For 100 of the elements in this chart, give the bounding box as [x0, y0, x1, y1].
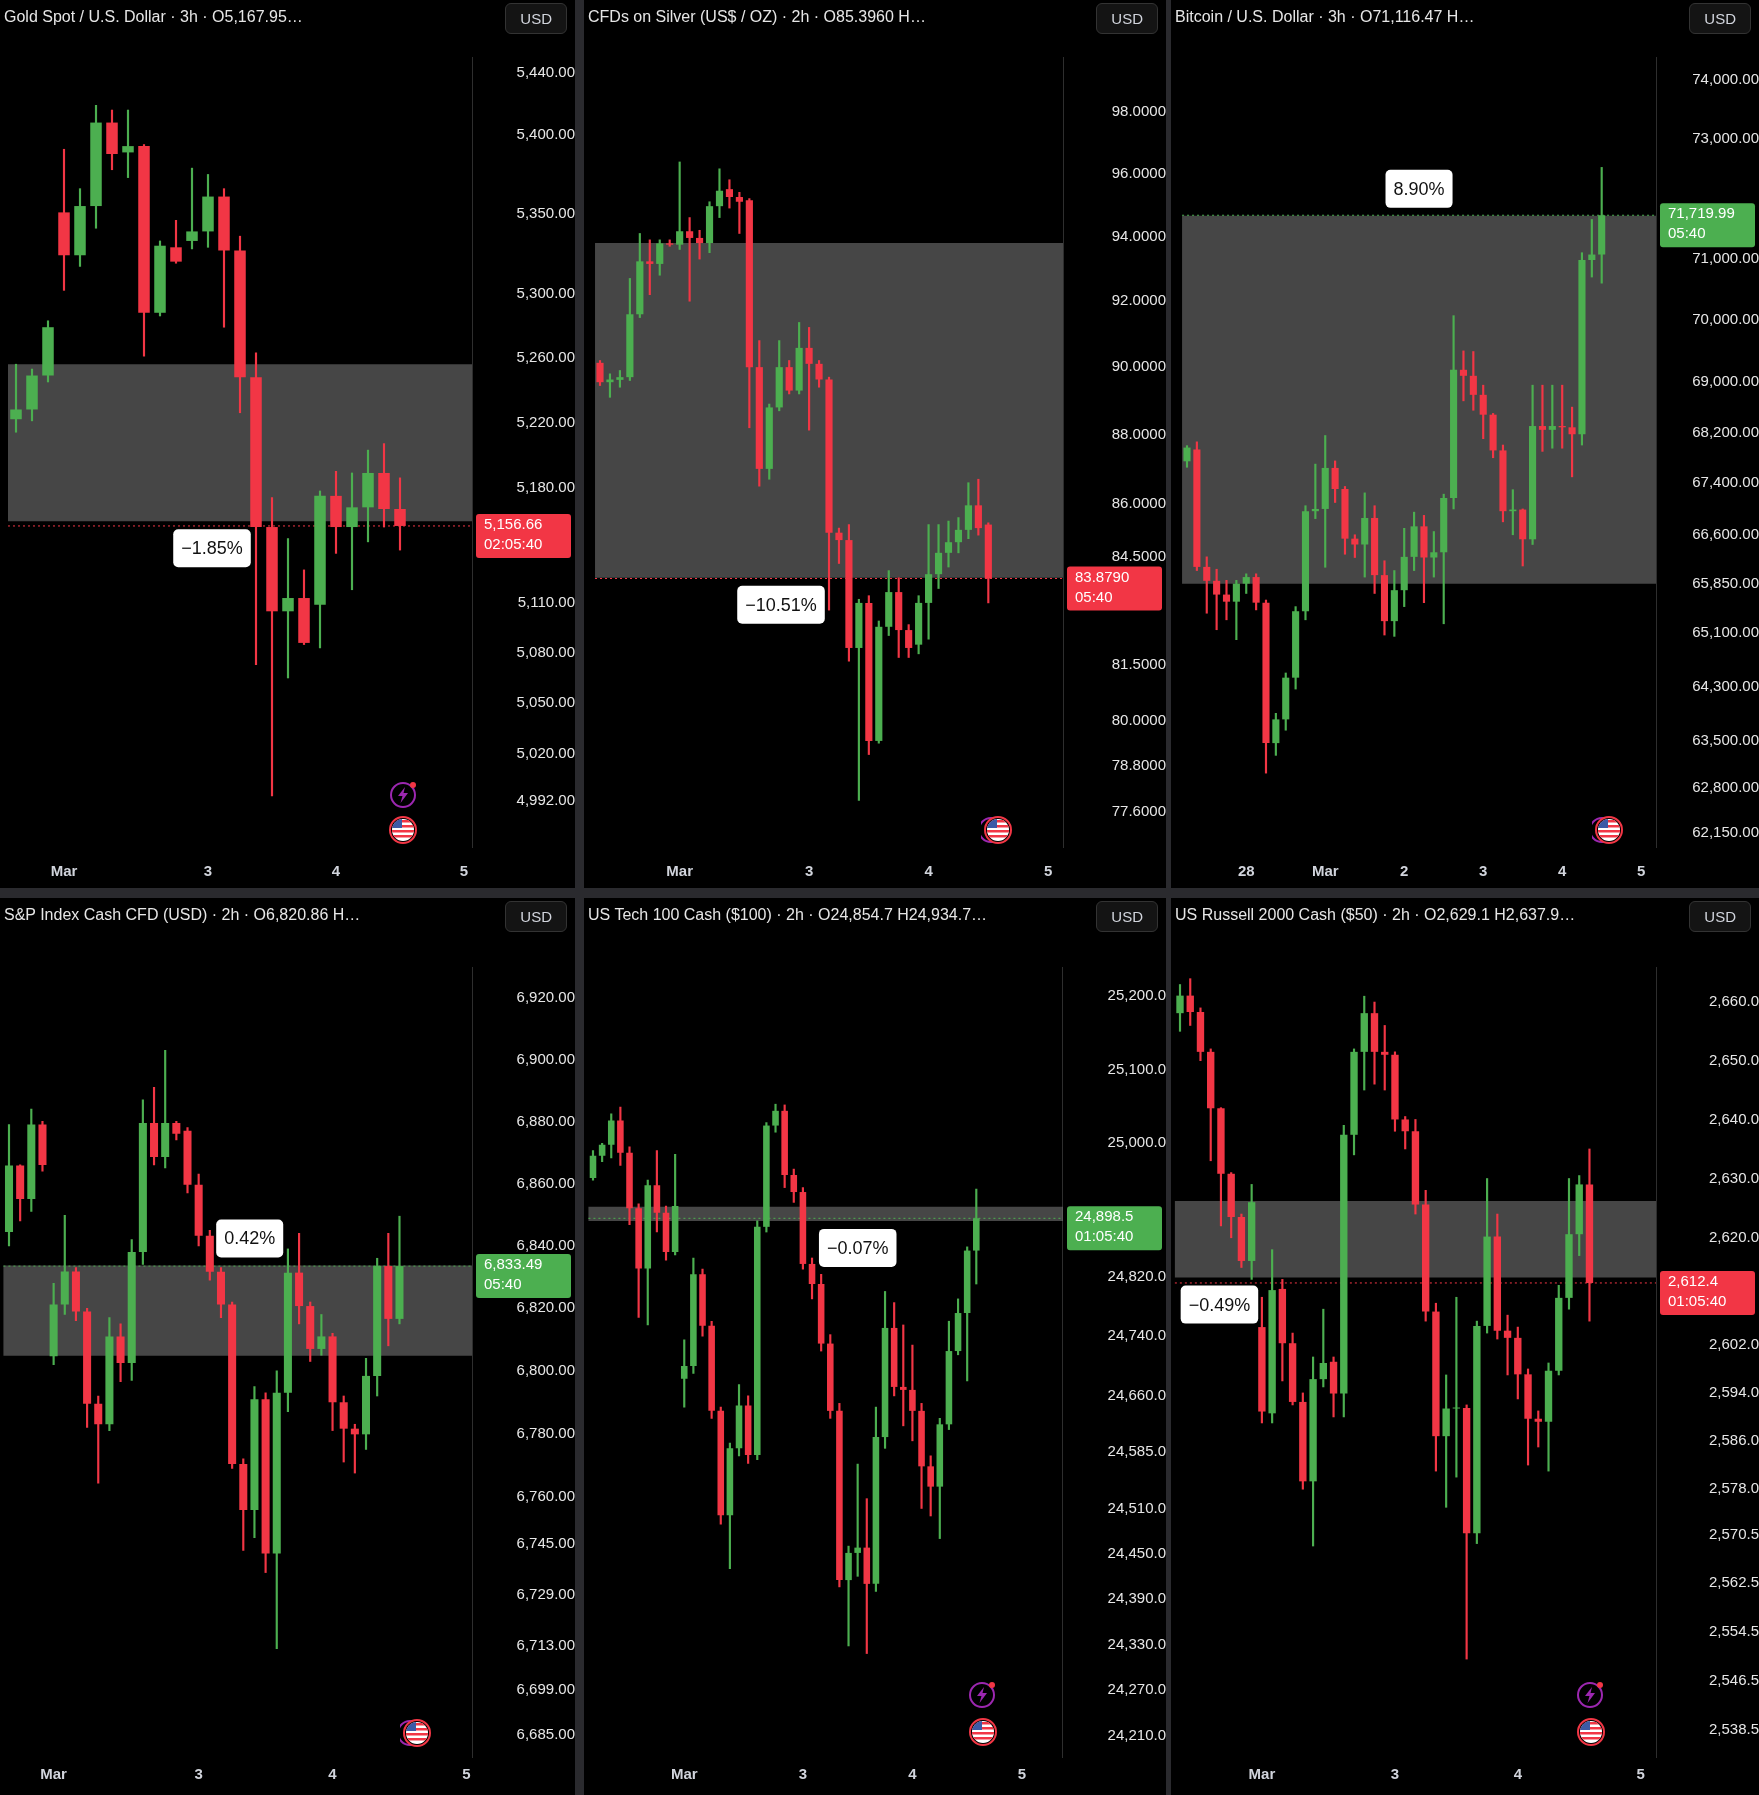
band-label: 0.42%	[224, 1228, 276, 1249]
x-tick-label: Mar	[50, 862, 78, 880]
y-tick-label: 24,585.0	[1107, 1442, 1166, 1460]
ref-line-label: 6,833.49 05:40	[484, 1255, 543, 1293]
chart-title: S&P Index Cash CFD (USD) · 2h · O6,820.86 H…	[4, 906, 361, 924]
y-tick-label: 5,110.00	[517, 593, 575, 611]
x-tick-label: 4	[1513, 1765, 1523, 1783]
y-tick-label: 2,650.0	[1708, 1050, 1759, 1068]
y-tick-label: 6,760.00	[516, 1486, 575, 1504]
band-label: 8.90%	[1393, 178, 1445, 199]
y-tick-label: 90.0000	[1111, 357, 1166, 375]
y-axis-title: USD	[1689, 3, 1751, 34]
chart-title: CFDs on Silver (US$ / OZ) · 2h · O85.3960 H…	[588, 8, 926, 26]
y-tick-label: 65,850.00	[1692, 573, 1759, 591]
y-tick-label: 5,260.00	[516, 347, 575, 365]
x-tick-label: 5	[1636, 1765, 1645, 1783]
y-tick-label: 78.8000	[1111, 756, 1166, 774]
y-tick-label: 24,270.0	[1107, 1680, 1166, 1698]
band-label: −1.85%	[181, 538, 243, 559]
x-tick-label: 5	[1017, 1765, 1027, 1783]
candlestick	[1459, 350, 1468, 402]
chart-title: US Russell 2000 Cash ($50) · 2h · O2,629.1 H2,637.9…	[1175, 906, 1576, 924]
y-tick-label: 6,840.00	[516, 1235, 575, 1253]
y-tick-label: 2,578.0	[1708, 1479, 1759, 1497]
y-tick-label: 66,600.00	[1692, 524, 1759, 542]
y-tick-label: 25,100.0	[1107, 1059, 1166, 1077]
y-tick-label: 62,800.00	[1692, 778, 1759, 796]
x-tick-label: 5	[462, 1765, 471, 1783]
chart-title: Gold Spot / U.S. Dollar · 3h · O5,167.95…	[4, 8, 303, 26]
y-tick-label: 67,400.00	[1692, 473, 1759, 491]
y-tick-label: 25,000.0	[1107, 1133, 1166, 1151]
y-tick-label: 2,538.5	[1708, 1719, 1759, 1737]
y-axis-title: USD	[505, 3, 567, 34]
candlestick	[954, 517, 963, 554]
y-tick-label: 24,210.0	[1107, 1725, 1166, 1743]
ref-line-label: 71,719.99 05:40	[1668, 204, 1735, 242]
y-tick-label: 70,000.00	[1692, 310, 1759, 328]
y-tick-label: 6,920.00	[516, 987, 575, 1005]
y-tick-label: 2,586.0	[1708, 1431, 1759, 1449]
y-tick-label: 5,400.00	[516, 125, 575, 143]
candlestick	[1452, 1296, 1461, 1478]
y-tick-label: 77.6000	[1111, 802, 1166, 820]
ref-line-label: 24,898.5 01:05:40	[1075, 1207, 1134, 1245]
x-tick-label: Mar	[670, 1765, 698, 1783]
x-tick-label: 5	[459, 862, 469, 880]
x-tick-label: 5	[1043, 862, 1053, 880]
y-tick-label: 25,200.0	[1107, 986, 1166, 1004]
ref-line-label: 5,156.66 02:05:40	[484, 515, 543, 553]
y-tick-label: 98.0000	[1111, 101, 1166, 119]
x-tick-label: 3	[1479, 862, 1488, 880]
y-tick-label: 6,699.00	[516, 1680, 575, 1698]
y-tick-label: 2,660.0	[1708, 992, 1759, 1010]
x-tick-label: 4	[331, 862, 341, 880]
x-tick-label: 5	[1637, 862, 1646, 880]
y-tick-label: 5,180.00	[516, 477, 575, 495]
x-tick-label: Mar	[1248, 1765, 1276, 1783]
y-tick-label: 6,860.00	[516, 1173, 575, 1191]
candlestick	[695, 229, 704, 260]
x-tick-label: 3	[804, 862, 814, 880]
y-tick-label: 74,000.00	[1692, 70, 1759, 88]
x-tick-label: 3	[1390, 1765, 1400, 1783]
chart-title: Bitcoin / U.S. Dollar · 3h · O71,116.47 H…	[1175, 8, 1475, 26]
y-tick-label: 2,594.0	[1708, 1383, 1759, 1401]
band-label: −0.49%	[1188, 1294, 1251, 1315]
y-axis-title: USD	[1096, 901, 1158, 932]
y-tick-label: 2,640.0	[1708, 1109, 1759, 1127]
y-tick-label: 5,440.00	[516, 62, 575, 80]
candlestick	[725, 179, 734, 209]
candlestick	[845, 1545, 852, 1647]
y-tick-label: 2,546.5	[1708, 1670, 1759, 1688]
chart-title: US Tech 100 Cash ($100) · 2h · O24,854.7 H24,934.7…	[588, 906, 988, 924]
y-axis-title: USD	[1096, 3, 1158, 34]
y-tick-label: 2,630.0	[1708, 1168, 1759, 1186]
y-tick-label: 6,900.00	[516, 1049, 575, 1067]
y-tick-label: 6,685.00	[516, 1724, 575, 1742]
y-tick-label: 80.0000	[1111, 710, 1166, 728]
y-tick-label: 24,330.0	[1107, 1634, 1166, 1652]
y-tick-label: 6,820.00	[516, 1298, 575, 1316]
y-tick-label: 62,150.00	[1692, 823, 1759, 841]
y-tick-label: 6,729.00	[516, 1584, 575, 1602]
y-tick-label: 92.0000	[1111, 291, 1166, 309]
ref-line-label: 83.8790 05:40	[1075, 567, 1130, 605]
x-tick-label: 28	[1237, 862, 1255, 880]
x-tick-label: Mar	[666, 862, 694, 880]
x-tick-label: 3	[203, 862, 213, 880]
y-tick-label: 6,745.00	[516, 1534, 575, 1552]
y-tick-label: 2,570.5	[1708, 1524, 1759, 1542]
x-tick-label: 3	[194, 1765, 203, 1783]
y-tick-label: 88.0000	[1111, 424, 1166, 442]
x-tick-label: 4	[908, 1765, 918, 1783]
y-tick-label: 63,500.00	[1692, 730, 1759, 748]
x-tick-label: 3	[798, 1765, 808, 1783]
y-tick-label: 4,992.00	[516, 791, 575, 809]
y-tick-label: 6,713.00	[516, 1635, 575, 1653]
y-tick-label: 5,050.00	[516, 693, 575, 711]
y-tick-label: 24,660.0	[1107, 1386, 1166, 1404]
candlestick	[1538, 384, 1547, 452]
y-tick-label: 6,880.00	[516, 1111, 575, 1129]
y-tick-label: 24,510.0	[1107, 1498, 1166, 1516]
candlestick	[934, 524, 943, 589]
